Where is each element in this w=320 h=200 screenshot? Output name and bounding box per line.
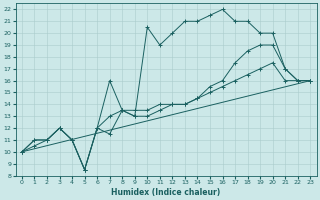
X-axis label: Humidex (Indice chaleur): Humidex (Indice chaleur) <box>111 188 221 197</box>
